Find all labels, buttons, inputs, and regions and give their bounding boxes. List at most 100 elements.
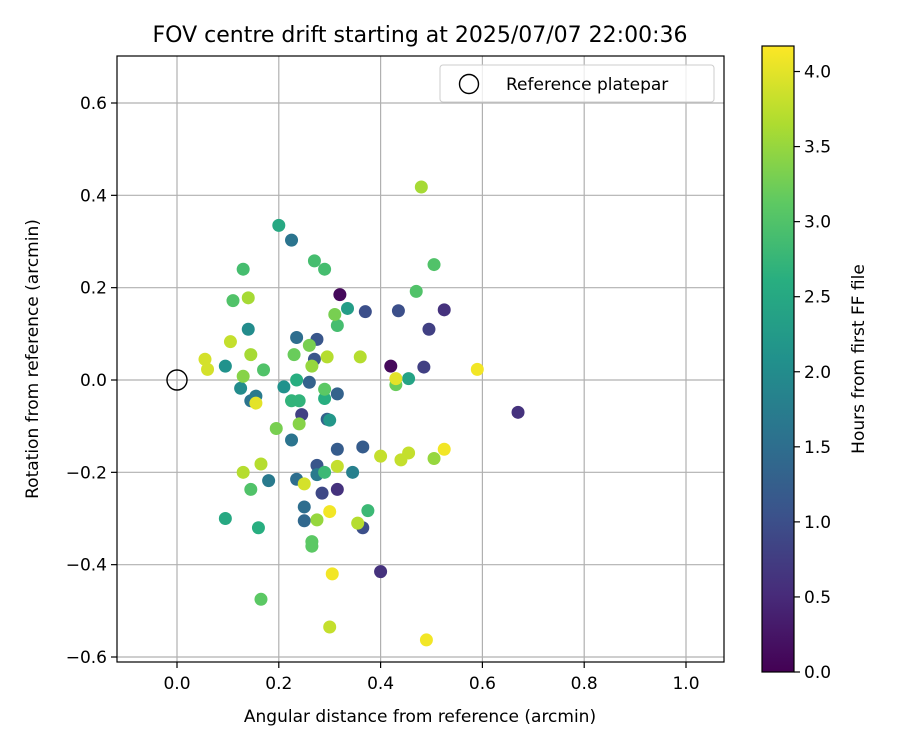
data-point [315, 486, 329, 500]
data-point [226, 294, 240, 308]
y-axis-label: Rotation from reference (arcmin) [23, 219, 43, 499]
y-tick-label: 0.2 [80, 279, 107, 299]
data-point [358, 305, 372, 319]
plot-frame [116, 55, 725, 663]
colorbar-tick-label: 1.5 [804, 438, 831, 458]
data-point [330, 442, 344, 456]
data-point [320, 350, 334, 364]
data-point [241, 291, 255, 305]
data-point [297, 514, 311, 528]
legend-box [439, 64, 715, 103]
data-point [409, 284, 423, 298]
colorbar: 0.0 0.5 1.0 1.5 2.0 2.5 3.0 3.5 4.0 Hours from f… [761, 45, 869, 683]
y-axis-ticks: 0.6 0.4 0.2 0.0 −0.2 −0.4 −0.6 [66, 94, 117, 668]
colorbar-tick-label: 3.5 [804, 138, 831, 158]
data-point [394, 453, 408, 467]
data-point [419, 633, 433, 647]
colorbar-tick-label: 2.5 [804, 288, 831, 308]
data-point [234, 381, 248, 395]
x-tick-label: 1.0 [672, 674, 699, 694]
data-point [292, 417, 306, 431]
y-tick-label: 0.4 [80, 186, 107, 206]
colorbar-tick-label: 0.5 [804, 588, 831, 608]
data-point [417, 360, 431, 374]
colorbar-tick-label: 0.0 [804, 663, 831, 683]
data-point [290, 331, 304, 345]
data-point [305, 359, 319, 373]
data-point [307, 254, 321, 268]
data-point [310, 513, 324, 527]
data-point [323, 620, 337, 634]
data-point [325, 567, 339, 581]
data-point [223, 335, 237, 349]
scatter-points [166, 180, 525, 647]
data-point [323, 505, 337, 519]
data-point [251, 521, 265, 535]
legend: Reference platepar [439, 64, 715, 103]
data-point [257, 363, 271, 377]
data-point [302, 338, 316, 352]
data-point [437, 303, 451, 317]
data-point [330, 319, 344, 333]
data-point [361, 504, 375, 518]
y-tick-label: 0.0 [80, 371, 107, 391]
colorbar-gradient [761, 45, 795, 673]
grid-lines [117, 56, 724, 662]
data-point [414, 180, 428, 194]
data-point [330, 482, 344, 496]
data-point [198, 352, 212, 366]
colorbar-tick-label: 2.0 [804, 363, 831, 383]
data-point [328, 307, 342, 321]
data-point [290, 373, 304, 387]
data-point [285, 433, 299, 447]
data-point [422, 322, 436, 336]
data-point [218, 512, 232, 525]
data-point [305, 539, 319, 553]
data-point [356, 440, 370, 454]
y-tick-label: −0.6 [66, 648, 107, 668]
data-point [269, 421, 283, 435]
data-point [318, 262, 332, 276]
data-point [318, 391, 332, 405]
data-point [318, 382, 332, 396]
data-point [244, 482, 258, 496]
legend-label-reference-platepar: Reference platepar [506, 75, 668, 95]
data-point [272, 218, 286, 232]
data-point [277, 380, 291, 394]
data-point [249, 396, 263, 410]
data-point [236, 369, 250, 383]
x-tick-label: 0.2 [265, 674, 292, 694]
colorbar-tick-label: 1.0 [804, 513, 831, 533]
data-point [292, 394, 306, 408]
data-point [201, 362, 215, 376]
data-point [427, 258, 441, 272]
data-point [351, 516, 365, 530]
data-point [236, 465, 250, 479]
data-point [346, 465, 360, 479]
data-point [374, 449, 388, 463]
x-tick-label: 0.8 [571, 674, 598, 694]
colorbar-ticks: 0.0 0.5 1.0 1.5 2.0 2.5 3.0 3.5 4.0 [794, 63, 831, 683]
data-point [318, 465, 332, 479]
data-point [241, 322, 255, 336]
data-point [302, 375, 316, 389]
x-axis-ticks: 0.0 0.2 0.4 0.6 0.8 1.0 [163, 662, 700, 694]
data-point [285, 233, 299, 247]
data-point [511, 405, 525, 419]
data-point [330, 459, 344, 473]
data-point [391, 304, 405, 318]
x-axis-label: Angular distance from reference (arcmin) [244, 707, 596, 727]
data-point [287, 348, 301, 362]
data-point [236, 262, 250, 276]
data-point [341, 301, 355, 315]
legend-marker-reference-platepar [458, 73, 480, 95]
x-tick-label: 0.4 [367, 674, 394, 694]
data-point [254, 457, 268, 471]
data-point [244, 348, 258, 362]
data-point [297, 500, 311, 514]
data-point [402, 372, 416, 386]
y-tick-label: −0.4 [66, 556, 107, 576]
data-point [384, 359, 398, 373]
